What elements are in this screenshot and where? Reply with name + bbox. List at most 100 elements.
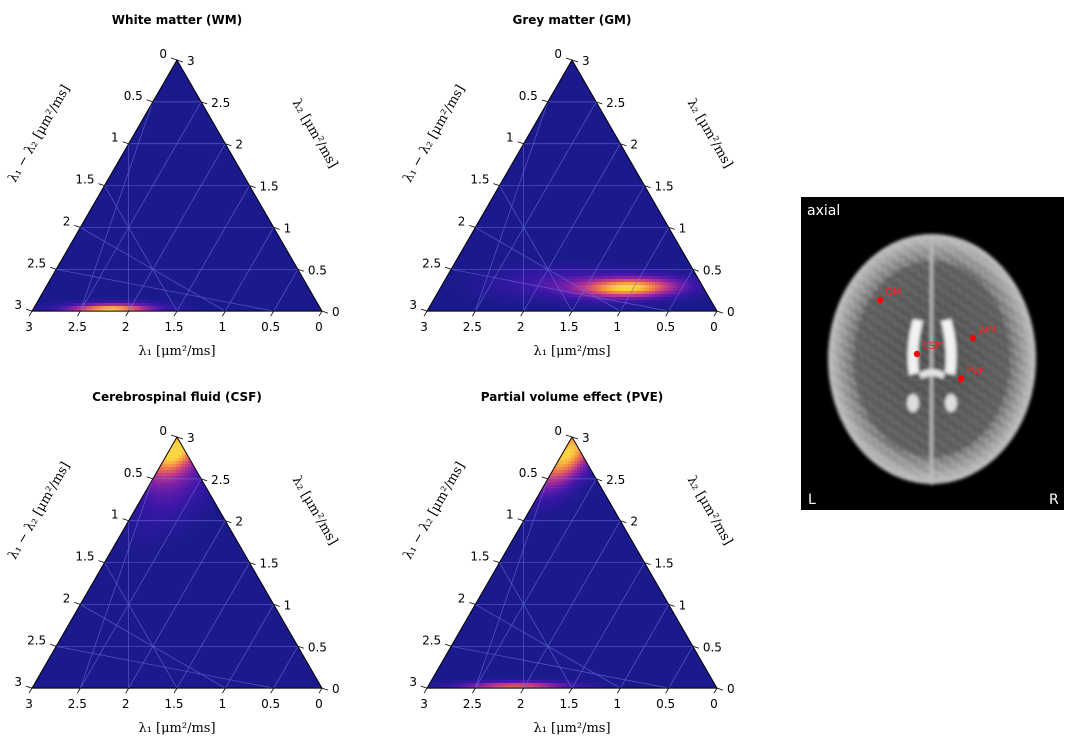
panel-pve-left-tick: 3: [409, 675, 417, 689]
panel-wm-left-tick: 1.5: [75, 173, 94, 187]
panel-gm-right-tick: 1: [679, 221, 687, 235]
panel-csf-right-tick: 1: [284, 598, 292, 612]
panel-csf-right-tick: 3: [187, 431, 195, 445]
panel-gm-left-tick: 2.5: [422, 256, 441, 270]
panel-csf-bottom-tick: 2: [122, 697, 130, 711]
panel-wm-left-tick: 3: [14, 298, 22, 312]
marker-pve-label: PVE: [966, 366, 985, 377]
panel-wm-right-tick: 2.5: [211, 96, 230, 110]
panel-csf-left-axis-label: λ₁ − λ₂ [μm²/ms]: [6, 460, 74, 563]
marker-gm-label: GM: [885, 287, 901, 298]
panel-wm-left-axis-label: λ₁ − λ₂ [μm²/ms]: [6, 83, 74, 186]
panel-pve-right-axis-label: λ₂ [μm²/ms]: [684, 474, 736, 548]
panel-gm-right-tick: 3: [582, 54, 590, 68]
panel-csf-left-tick: 3: [14, 675, 22, 689]
panel-pve-right-tick: 0.5: [703, 640, 722, 654]
mri-right-label: R: [1049, 492, 1059, 508]
panel-csf: Cerebrospinal fluid (CSF)3 2.5 2 1.5 1 0.5 000…: [6, 390, 341, 736]
panel-pve-left-tick: 2.5: [422, 633, 441, 647]
panel-gm-bottom-tick: 3: [420, 320, 428, 334]
panel-gm-right-axis-label: λ₂ [μm²/ms]: [684, 97, 736, 171]
marker-gm-dot: [876, 296, 884, 304]
panel-gm-left-tick: 3: [409, 298, 417, 312]
panel-pve-bottom-axis-label: λ₁ [μm²/ms]: [533, 721, 610, 736]
panel-gm-left-tick: 0: [554, 47, 562, 61]
panel-csf-left-tick: 2: [63, 591, 71, 605]
panel-gm-right-tick: 1.5: [655, 180, 674, 194]
panel-pve-left-tick: 0: [554, 424, 562, 438]
panel-gm-bottom-tick: 1.5: [559, 320, 578, 334]
panel-gm-right-tick: 0.5: [703, 263, 722, 277]
panel-csf-right-tick: 0: [332, 682, 340, 696]
panel-csf-bottom-tick: 1.5: [164, 697, 183, 711]
panel-pve-left-axis-label: λ₁ − λ₂ [μm²/ms]: [401, 460, 469, 563]
panel-wm-right-tick: 1: [284, 221, 292, 235]
panel-gm-bottom-tick: 2.5: [463, 320, 482, 334]
panel-wm-right-tick: 1.5: [260, 180, 279, 194]
panel-wm-left-tick: 2.5: [27, 256, 46, 270]
panel-pve-left-tick: 1.5: [470, 550, 489, 564]
panel-csf-right-tick: 2.5: [211, 473, 230, 487]
panel-gm-bottom-tick: 0.5: [656, 320, 675, 334]
panel-csf-right-axis-label: λ₂ [μm²/ms]: [289, 474, 341, 548]
panel-pve-bottom-tick: 2: [517, 697, 525, 711]
panel-pve-left-tick: 2: [458, 591, 466, 605]
marker-wm-dot: [969, 334, 977, 342]
panel-pve-title: Partial volume effect (PVE): [481, 390, 664, 404]
panel-csf-title: Cerebrospinal fluid (CSF): [92, 390, 262, 404]
panel-pve-bottom-tick: 1: [614, 697, 622, 711]
panel-csf-right-tick: 1.5: [260, 557, 279, 571]
panel-pve-bottom-tick: 2.5: [463, 697, 482, 711]
marker-csf-dot: [913, 350, 921, 358]
panel-pve-left-tick: 0.5: [519, 466, 538, 480]
panel-wm-bottom-tick: 1.5: [164, 320, 183, 334]
panel-pve: Partial volume effect (PVE) 3 2.5 2 1.5 1 0.5 0…: [401, 390, 736, 736]
panel-csf-bottom-tick: 0.5: [261, 697, 280, 711]
panel-pve-bottom-tick: 0.5: [656, 697, 675, 711]
panel-pve-right-tick: 0: [727, 682, 735, 696]
panel-pve-right-tick: 2.5: [606, 473, 625, 487]
panel-gm-bottom-axis-label: λ₁ [μm²/ms]: [533, 344, 610, 359]
panel-wm-right-tick: 3: [187, 54, 195, 68]
panel-wm-right-tick: 0: [332, 305, 340, 319]
panel-gm-right-tick: 0: [727, 305, 735, 319]
panel-gm-bottom-tick: 1: [614, 320, 622, 334]
mri-view-label: axial: [807, 203, 840, 219]
panel-gm: Grey matter (GM) 3 2.5 2 1.5 1 0.5 0 0 0.5 1 1.5 2 2.…: [401, 13, 736, 359]
panel-wm-left-tick: 1: [111, 131, 119, 145]
panel-wm-right-tick: 2: [235, 138, 243, 152]
panel-csf-bottom-tick: 3: [25, 697, 33, 711]
marker-csf-label: CSF: [922, 341, 941, 352]
panel-wm-bottom-tick: 1: [219, 320, 227, 334]
panel-wm-bottom-tick: 0.5: [261, 320, 280, 334]
panel-wm: White matter (WM)3 2.5 2 1.5 1 0.5 000.511.522…: [6, 13, 341, 359]
panel-wm-bottom-tick: 2: [122, 320, 130, 334]
marker-wm-label: WM: [978, 325, 997, 336]
marker-pve-dot: [957, 375, 965, 383]
panel-pve-right-tick: 1.5: [655, 557, 674, 571]
panel-csf-bottom-axis-label: λ₁ [μm²/ms]: [138, 721, 215, 736]
panel-wm-bottom-tick: 2.5: [68, 320, 87, 334]
panel-wm-left-tick: 0: [159, 47, 167, 61]
panel-pve-left-tick: 1: [506, 508, 514, 522]
panel-gm-right-tick: 2.5: [606, 96, 625, 110]
panel-gm-left-axis-label: λ₁ − λ₂ [μm²/ms]: [401, 83, 469, 186]
panel-csf-bottom-tick: 2.5: [68, 697, 87, 711]
panel-wm-right-tick: 0.5: [308, 263, 327, 277]
panel-csf-bottom-tick: 0: [315, 697, 323, 711]
panel-csf-left-tick: 0.5: [124, 466, 143, 480]
brain-slice: [828, 234, 1036, 485]
panel-pve-right-tick: 1: [679, 598, 687, 612]
panel-csf-left-tick: 2.5: [27, 633, 46, 647]
panel-gm-right-tick: 2: [630, 138, 638, 152]
panel-csf-left-tick: 0: [159, 424, 167, 438]
panel-wm-left-tick: 2: [63, 214, 71, 228]
panel-pve-bottom-tick: 0: [710, 697, 718, 711]
panel-wm-bottom-tick: 0: [315, 320, 323, 334]
panel-pve-right-tick: 3: [582, 431, 590, 445]
panel-gm-title: Grey matter (GM): [513, 13, 632, 27]
panel-pve-right-tick: 2: [630, 515, 638, 529]
panel-gm-grid: [451, 101, 694, 312]
panel-gm-left-tick: 2: [458, 214, 466, 228]
